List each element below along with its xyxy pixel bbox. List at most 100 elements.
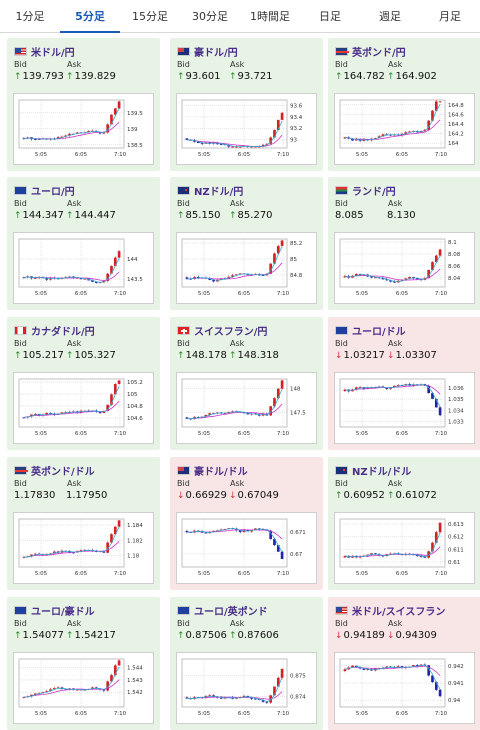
candle-body: [250, 697, 253, 699]
price-chart[interactable]: 139.5 139 138.5 5:05 6:05 7:10: [13, 93, 154, 165]
price-chart[interactable]: 105.2 105 104.8 104.6 5:05 6:05 7:10: [13, 372, 154, 444]
price-chart[interactable]: 1.184 1.182 1.18 5:05 6:05 7:10: [13, 512, 154, 584]
pair-title[interactable]: NZドル/ドル: [335, 462, 411, 478]
pair-name[interactable]: NZドル/円: [194, 186, 244, 198]
pair-name[interactable]: 英ポンド/ドル: [31, 466, 95, 478]
pair-name[interactable]: スイスフラン/円: [194, 326, 268, 338]
candle-body: [94, 281, 98, 283]
price-chart[interactable]: 148 147.5 5:05 6:05 7:10: [176, 372, 317, 444]
flag-icon: [335, 325, 348, 335]
pair-name[interactable]: ランド/円: [352, 186, 396, 198]
bid-value: ↑0.60952: [335, 490, 385, 501]
rate-card[interactable]: NZドル/ドル Bid Ask ↑0.60952 ↑0.61072 0.613 0.612 0…: [328, 457, 480, 590]
tab-1[interactable]: 5分足: [60, 0, 120, 33]
rate-card[interactable]: NZドル/円 Bid Ask ↑85.150 ↑85.270 85.2 85 84.8 5:05…: [170, 177, 323, 310]
candle-body: [110, 675, 113, 682]
tab-5[interactable]: 日足: [319, 10, 341, 23]
rate-card[interactable]: ランド/円 Bid Ask 8.085 8.130 8.1 8.08 8.06 8.04 5:05…: [328, 177, 480, 310]
rate-card[interactable]: カナダドル/円 Bid Ask ↑105.217 ↑105.327 105.2 105 104…: [7, 317, 160, 450]
price-chart[interactable]: 0.942 0.941 0.94 5:05 6:05 7:10: [334, 652, 475, 724]
candle-body: [343, 555, 347, 558]
tab-4[interactable]: 1時間足: [250, 10, 290, 23]
x-tick-label: 6:05: [75, 571, 88, 577]
pair-name[interactable]: 豪ドル/円: [194, 47, 238, 59]
pair-title[interactable]: 英ポンド/ドル: [14, 462, 95, 478]
price-chart[interactable]: 85.2 85 84.8 5:05 6:05 7:10: [176, 232, 317, 304]
pair-name[interactable]: カナダドル/円: [31, 326, 95, 338]
pair-title[interactable]: カナダドル/円: [14, 322, 95, 338]
candle-body: [438, 407, 442, 416]
pair-title[interactable]: 英ポンド/円: [335, 43, 406, 59]
rate-card[interactable]: 英ポンド/ドル Bid Ask 1.17830 1.17950 1.184 1.182 1.1…: [7, 457, 160, 590]
candle-body: [56, 687, 60, 689]
rate-card[interactable]: ユーロ/円 Bid Ask ↑144.347 ↑144.447 144 143.5 5:05 6…: [7, 177, 160, 310]
rate-card[interactable]: 米ドル/スイスフラン Bid Ask ↓0.94189 ↓0.94309 0.942 0.9…: [328, 597, 480, 730]
pair-name[interactable]: ユーロ/英ポンド: [194, 606, 268, 618]
candle-body: [269, 406, 273, 416]
price-chart[interactable]: 0.613 0.612 0.611 0.61 5:05 6:05 7:10: [334, 512, 475, 584]
pair-title[interactable]: 米ドル/スイスフラン: [335, 602, 445, 618]
pair-title[interactable]: ユーロ/英ポンド: [177, 602, 268, 618]
candle-body: [106, 124, 110, 133]
rate-card[interactable]: 英ポンド/円 Bid Ask ↑164.782 ↑164.902 164.8 164.6 16…: [328, 38, 480, 171]
tab-2[interactable]: 15分足: [132, 10, 168, 23]
pair-name[interactable]: 米ドル/円: [31, 47, 75, 59]
pair-name[interactable]: 米ドル/スイスフラン: [352, 606, 446, 618]
candle-body: [185, 138, 189, 140]
x-tick-label: 6:05: [238, 152, 251, 158]
rate-card[interactable]: 豪ドル/ドル Bid Ask ↓0.66929 ↓0.67049 0.671 0.67 5:0…: [170, 457, 323, 590]
rate-card[interactable]: 米ドル/円 Bid Ask ↑139.793 ↑139.829 139.5 139 138.5…: [7, 38, 160, 171]
pair-name[interactable]: 英ポンド/円: [352, 47, 406, 59]
candle-body: [113, 108, 117, 115]
chart-svg: 85.2 85 84.8 5:05 6:05 7:10: [181, 238, 303, 297]
pair-name[interactable]: 豪ドル/ドル: [194, 466, 248, 478]
plot-frame: [181, 238, 288, 288]
rate-card[interactable]: スイスフラン/円 Bid Ask ↑148.178 ↑148.318 148 147.5 5:…: [170, 317, 323, 450]
pair-name[interactable]: ユーロ/円: [31, 186, 75, 198]
rate-card[interactable]: 豪ドル/円 Bid Ask ↑93.601 ↑93.721 93.6 93.4 93.2 93 5…: [170, 38, 323, 171]
bid-value-text: 0.94189: [343, 630, 385, 641]
chart-svg: 0.613 0.612 0.611 0.61 5:05 6:05 7:10: [339, 518, 464, 577]
tab-6[interactable]: 週足: [379, 10, 401, 23]
rate-card[interactable]: ユーロ/ドル Bid Ask ↓1.03217 ↓1.03307 1.036 1.035 1.…: [328, 317, 480, 450]
candle-body: [250, 146, 253, 148]
price-chart[interactable]: 93.6 93.4 93.2 93 5:05 6:05 7:10: [176, 93, 317, 165]
candle-body: [381, 134, 385, 137]
price-chart[interactable]: 144 143.5 5:05 6:05 7:10: [13, 232, 154, 304]
rate-card[interactable]: ユーロ/英ポンド Bid Ask ↑0.87506 ↑0.87606 0.875 0.874…: [170, 597, 323, 730]
pair-title[interactable]: ランド/円: [335, 182, 396, 198]
pair-title[interactable]: スイスフラン/円: [177, 322, 267, 338]
price-chart[interactable]: 164.8 164.6 164.4 164.2 164 5:05 6:05 7:10: [334, 93, 475, 165]
pair-title[interactable]: ユーロ/円: [14, 182, 75, 198]
pair-name[interactable]: ユーロ/豪ドル: [31, 606, 95, 618]
bid-value-text: 0.87506: [185, 630, 227, 641]
tab-0[interactable]: 1分足: [15, 10, 45, 23]
pair-title[interactable]: 米ドル/円: [14, 43, 75, 59]
candle-body: [30, 694, 33, 697]
pair-title[interactable]: 豪ドル/ドル: [177, 462, 248, 478]
rate-card[interactable]: ユーロ/豪ドル Bid Ask ↑1.54077 ↑1.54217 1.544 1.543 1…: [7, 597, 160, 730]
price-chart[interactable]: 0.875 0.874 5:05 6:05 7:10: [176, 652, 317, 724]
pair-title[interactable]: 豪ドル/円: [177, 43, 238, 59]
tab-7[interactable]: 月足: [439, 10, 461, 23]
candle-body: [438, 689, 442, 697]
arrow-up-icon: ↑: [14, 72, 22, 82]
y-tick-label: 147.5: [290, 411, 306, 417]
price-chart[interactable]: 0.671 0.67 5:05 6:05 7:10: [176, 512, 317, 584]
chart-svg: 1.544 1.543 1.542 5:05 6:05 7:10: [18, 658, 143, 717]
pair-name[interactable]: NZドル/ドル: [352, 466, 412, 478]
candle-body: [235, 697, 238, 699]
pair-name[interactable]: ユーロ/ドル: [352, 326, 406, 338]
x-tick-label: 6:05: [75, 431, 88, 437]
price-chart[interactable]: 1.544 1.543 1.542 5:05 6:05 7:10: [13, 652, 154, 724]
pair-title[interactable]: NZドル/円: [177, 182, 243, 198]
pair-title[interactable]: ユーロ/豪ドル: [14, 602, 95, 618]
ask-label: Ask: [67, 60, 82, 69]
price-chart[interactable]: 8.1 8.08 8.06 8.04 5:05 6:05 7:10: [334, 232, 475, 304]
x-tick-label: 7:10: [114, 291, 127, 297]
price-chart[interactable]: 1.036 1.035 1.034 1.033 5:05 6:05 7:10: [334, 372, 475, 444]
pair-title[interactable]: ユーロ/ドル: [335, 322, 406, 338]
tab-3[interactable]: 30分足: [192, 10, 228, 23]
y-tick-label: 93.2: [290, 126, 302, 132]
candle-body: [374, 137, 377, 139]
